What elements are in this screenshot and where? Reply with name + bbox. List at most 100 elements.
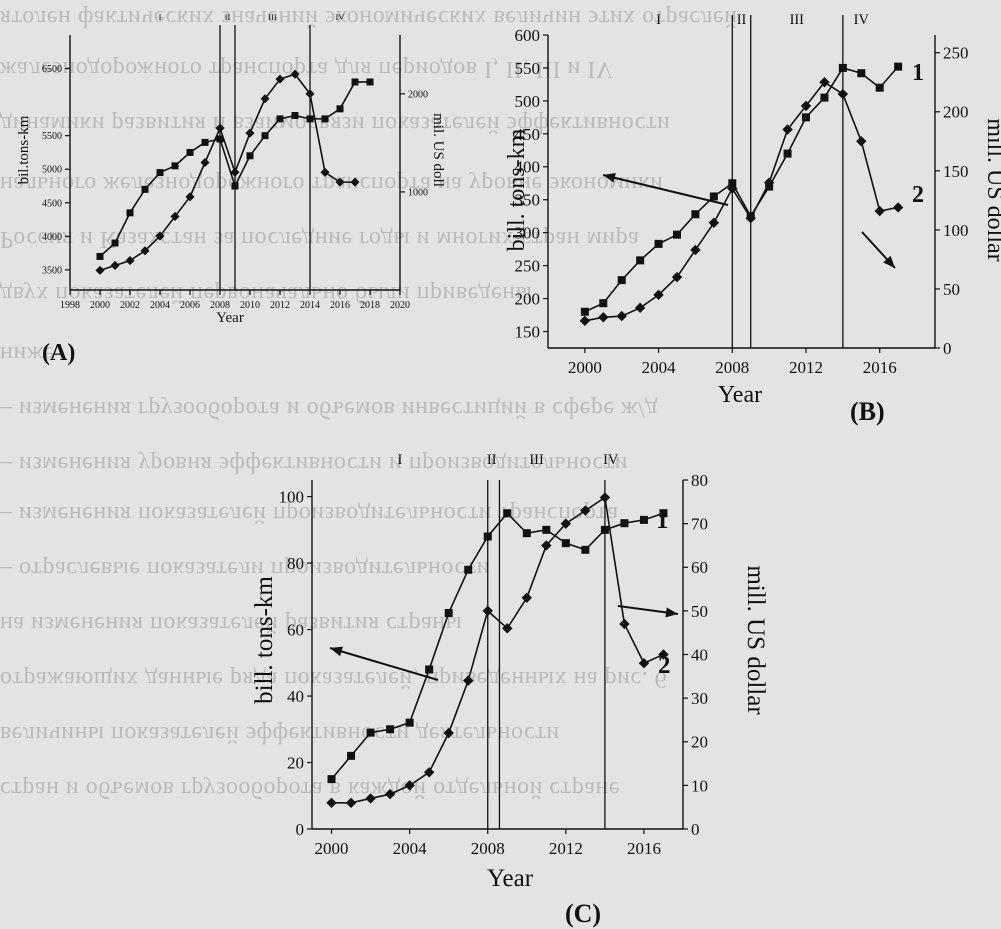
data-point-series-2 [763,177,775,188]
data-point-series-1 [639,515,648,524]
panel-label: (C) [565,899,601,928]
annotation-arrowhead [665,607,678,618]
data-point-series-2 [200,157,210,168]
data-point-series-1 [838,63,847,72]
data-point-series-1 [561,539,570,548]
period-label: II [487,452,497,468]
y2-tick-label: 100 [943,221,969,240]
y2-tick-label: 200 [943,103,969,122]
data-point-series-2 [110,260,120,271]
y2-tick-label: 150 [943,162,969,181]
data-point-series-2 [800,100,812,112]
x-tick-label: 2016 [627,839,661,858]
chart-panel-b: 2000 2004 2008 2012 201615020025030035040045… [504,12,1001,426]
data-point-series-2 [782,124,793,135]
x-tick-label: 2016 [330,300,350,311]
data-point-series-1 [126,209,134,217]
y-tick-label: 80 [287,554,304,573]
data-point-series-1 [617,276,626,285]
y-tick-label: 500 [515,92,541,111]
series-line-2 [99,73,355,272]
y-tick-label: 450 [515,125,541,144]
data-point-series-2 [653,289,664,301]
data-point-series-1 [141,185,149,193]
x-tick-label: 2016 [863,358,897,377]
data-point-series-2 [95,265,105,275]
data-point-series-2 [185,192,195,202]
data-point-series-2 [502,623,513,634]
data-point-series-2 [658,649,669,660]
period-label: I [159,12,162,22]
period-label: I [397,452,402,468]
y2-tick-label: 20 [691,733,708,752]
data-point-series-2 [345,797,357,809]
data-point-series-1 [709,192,718,201]
y-tick-label: 60 [287,621,304,640]
chart-panel-a: 1998 2000 2002 2004 2006 2008 2010 2012 2014 2016… [16,12,446,366]
y-tick-label: 40 [287,687,304,706]
data-point-series-1 [444,608,453,617]
y-tick-label: 300 [515,224,541,243]
data-point-series-2 [708,217,720,228]
y-tick-label: 20 [287,753,304,772]
data-point-series-2 [541,540,552,551]
x-tick-label: 2000 [568,358,602,377]
data-point-series-1 [186,148,194,156]
data-point-series-1 [580,307,589,316]
data-point-series-2 [326,797,337,809]
data-point-series-2 [521,592,532,603]
data-point-series-2 [245,128,255,138]
y-tick-label: 3500 [42,265,62,276]
data-point-series-1 [522,529,531,538]
y2-tick-label: 50 [943,280,960,299]
data-point-series-2 [320,167,330,177]
data-point-series-2 [619,618,630,630]
data-point-series-1 [483,532,492,541]
annotation-arrowhead [330,646,343,657]
y2-tick-label: 2000 [408,89,428,100]
x-axis-label: Year [216,310,244,326]
y2-tick-label: 70 [691,515,708,534]
data-point-series-1 [503,509,512,518]
period-label: IV [336,12,346,22]
data-point-series-2 [230,167,240,177]
data-point-series-2 [819,77,830,88]
data-point-series-2 [275,74,285,84]
data-point-series-1 [405,718,414,727]
period-label: II [737,12,747,28]
data-point-series-2 [365,793,376,804]
data-point-series-1 [246,152,254,160]
y2-tick-label: 60 [691,558,708,577]
x-tick-label: 2018 [360,300,380,311]
x-tick-label: 2004 [150,300,170,311]
annotation-arrow [602,174,729,206]
data-point-series-2 [170,211,180,221]
y2-tick-label: 1000 [408,187,428,198]
data-point-series-2 [443,727,454,739]
y-axis-label: bil.tons-km [16,115,32,184]
data-point-series-1 [654,239,663,248]
data-point-series-2 [423,767,435,778]
data-point-series-1 [691,210,700,219]
y-tick-label: 5000 [42,165,62,176]
y2-tick-label: 10 [691,776,708,795]
x-tick-label: 2008 [471,839,505,858]
data-point-series-1 [321,115,329,123]
y2-axis-label: mill. US dollar [982,118,1001,261]
y-axis-label: bill. tons-km [251,576,278,704]
data-point-series-1 [875,83,884,92]
x-tick-label: 2010 [240,300,260,311]
y2-axis-label: mil. US doll [430,113,446,187]
x-tick-label: 2008 [210,300,230,311]
data-point-series-1 [347,751,356,760]
data-point-series-1 [386,725,395,734]
data-point-series-2 [384,788,396,800]
data-point-series-1 [620,519,629,528]
data-point-series-2 [215,123,225,133]
y2-tick-label: 0 [691,820,700,839]
series-tag-2: 2 [912,182,924,208]
x-tick-label: 2020 [390,300,410,311]
y-tick-label: 6500 [42,64,62,75]
panel-label: (B) [850,397,885,426]
